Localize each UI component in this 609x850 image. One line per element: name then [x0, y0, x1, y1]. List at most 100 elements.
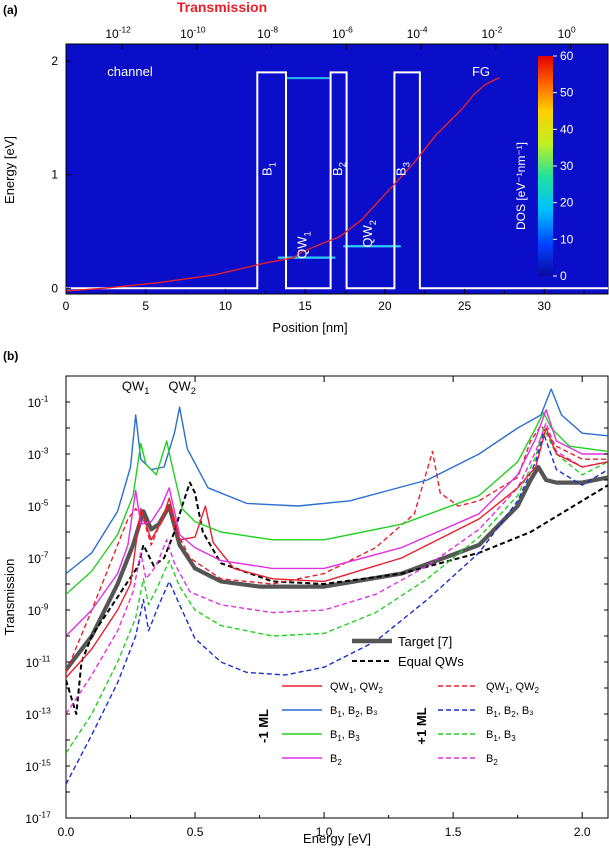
well-label-text: QW2 [360, 220, 378, 248]
panel-a-region-labels: B1 B2 B3 QW1 QW2 [260, 162, 412, 259]
well-label: QW2 [360, 220, 378, 248]
panel-a-overlays [66, 71, 608, 292]
x-tick-label-b: 2.0 [574, 825, 591, 839]
transmission-axis-title: Transmission [177, 0, 267, 15]
y-tick-label-b: 10-17 [25, 810, 51, 826]
y-tick-label-b: 10-11 [26, 654, 51, 670]
series-line [66, 388, 608, 575]
dos-heatmap [66, 44, 608, 294]
barrier-label-text: B2 [330, 162, 348, 176]
x-tick-label-a: 20 [378, 299, 392, 313]
panel-b-axes: 0.0 0.5 1.0 1.5 2.0 10-1 10-3 10-5 10-7 10-9 10-11… [25, 375, 608, 839]
x-tick-label-a: 25 [458, 299, 472, 313]
panel-b-frame [65, 375, 609, 819]
x-tick-label-a: 30 [538, 299, 552, 313]
series-line [66, 409, 608, 637]
colorbar-tick-label: 30 [560, 159, 574, 173]
legend-entry-label: B2 [330, 753, 342, 767]
series-line [66, 432, 608, 785]
group-label-solid: -1 ML [256, 709, 271, 743]
x-tick-label-a: 15 [298, 299, 312, 313]
panel-b-legend: Target [7] Equal QWs QW1, QW2 B1, B2, B₃ B1,… [256, 634, 539, 767]
legend-entry-label: QW1, QW2 [330, 681, 383, 695]
top-tick-label: 10-6 [332, 25, 353, 41]
x-tick-label-b: 0.5 [187, 825, 204, 839]
colorbar-label: DOS [eV⁻¹nm⁻¹] [514, 142, 528, 230]
barrier-label-text: B1 [260, 162, 278, 176]
colorbar-ticks: 0 10 20 30 40 50 60 [553, 49, 574, 283]
transmission-top-axis: 10-12 10-10 10-8 10-6 10-4 10-2 100 [105, 25, 576, 49]
y-tick-label-a: 1 [51, 168, 58, 182]
group-label-solid-text: -1 ML [256, 709, 271, 743]
well-label-text: QW1 [295, 231, 313, 259]
y-tick-label-b: 10-3 [28, 446, 49, 462]
x-axis-label-energy: Energy [eV] [303, 831, 371, 846]
legend-entry-label: B2 [486, 753, 498, 767]
series-line [66, 481, 608, 715]
x-tick-label-a: 10 [219, 299, 233, 313]
colorbar-tick-label: 0 [560, 269, 567, 283]
panel-b-series [66, 388, 608, 785]
colorbar-strip [538, 56, 553, 276]
y-tick-label-b: 10-15 [25, 758, 51, 774]
top-tick-label: 10-10 [180, 25, 206, 41]
colorbar-tick-label: 40 [560, 122, 574, 136]
y-tick-label-a: 2 [51, 54, 58, 68]
legend-entry-label: B1, B3 [486, 729, 516, 743]
x-tick-label-b: 1.0 [316, 825, 333, 839]
series-line [66, 427, 608, 679]
panel-b-label: (b) [3, 349, 18, 363]
transmission-curve [66, 77, 500, 292]
y-tick-label-b: 10-7 [28, 550, 49, 566]
x-tick-label-b: 1.5 [445, 825, 462, 839]
top-tick-label: 10-4 [407, 25, 428, 41]
y-axis-label-transmission: Transmission [2, 559, 17, 636]
y-tick-label-b: 10-9 [28, 602, 49, 618]
panel-b-peak-labels: QW1 QW2 [122, 378, 196, 396]
top-tick-label: 100 [558, 25, 576, 41]
peak-label: QW2 [168, 378, 196, 396]
colorbar-tick-label: 20 [560, 196, 574, 210]
group-label-dashed-text: +1 ML [414, 707, 429, 744]
legend-entry-label: B1, B2, B₃ [330, 705, 378, 719]
y-tick-label-b: 10-13 [25, 706, 51, 722]
top-tick-label: 10-8 [257, 25, 278, 41]
group-label-dashed: +1 ML [414, 707, 429, 744]
top-tick-label: 10-12 [105, 25, 131, 41]
panel-b: (b) 0.0 0.5 1.0 1.5 2.0 10-1 10-3 10-5 10-7 10-9 1… [2, 349, 609, 846]
y-axis-label-energy: Energy [eV] [2, 136, 17, 204]
y-tick-label-b: 10-1 [28, 394, 49, 410]
legend-label-target: Target [7] [398, 634, 452, 649]
x-tick-label-a: 5 [142, 299, 149, 313]
legend-entry-label: B1, B3 [330, 729, 360, 743]
y-tick-label-b: 10-5 [28, 498, 49, 514]
panel-a-label: (a) [3, 3, 18, 17]
dos-colorbar: 0 10 20 30 40 50 60 DOS [eV⁻¹nm⁻¹] [514, 49, 574, 283]
panel-a: (a) Transmission channel FG B1 B2 B3 QW1 QW2… [2, 0, 609, 335]
panel-a-axes: 0 5 10 15 20 25 30 0 1 2 [51, 54, 585, 313]
barrier-label: B2 [330, 162, 348, 176]
legend-entry-label: QW1, QW2 [486, 681, 539, 695]
legend-label-equal-qws: Equal QWs [398, 654, 464, 669]
y-tick-label-a: 0 [51, 281, 58, 295]
colorbar-tick-label: 10 [560, 232, 574, 246]
panel-a-frame [65, 43, 609, 295]
barrier-label: B1 [260, 162, 278, 176]
colorbar-tick-label: 50 [560, 86, 574, 100]
x-tick-label-a: 0 [63, 299, 70, 313]
peak-label: QW1 [122, 378, 150, 396]
legend-entry-label: B1, B2, B₃ [486, 705, 534, 719]
top-tick-label: 10-2 [481, 25, 502, 41]
series-line [66, 424, 608, 673]
conduction-band-profile [66, 71, 608, 290]
barrier-label-text: B3 [394, 162, 412, 176]
x-axis-label-position: Position [nm] [272, 320, 347, 335]
series-line [66, 464, 608, 672]
barrier-label: B3 [394, 162, 412, 176]
channel-label: channel [107, 64, 153, 79]
fg-label: FG [472, 64, 490, 79]
colorbar-tick-label: 60 [560, 49, 574, 63]
well-label: QW1 [295, 231, 313, 259]
x-tick-label-b: 0.0 [58, 825, 75, 839]
